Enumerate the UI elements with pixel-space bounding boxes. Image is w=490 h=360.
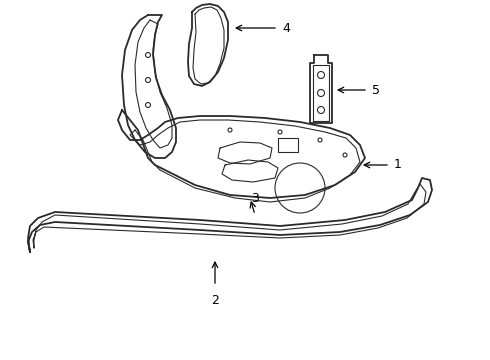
Text: 5: 5 [372,84,380,96]
Bar [278,138,298,152]
Text: 2: 2 [211,294,219,307]
Text: 3: 3 [251,192,259,205]
Text: 1: 1 [394,158,402,171]
Text: 4: 4 [282,22,290,35]
